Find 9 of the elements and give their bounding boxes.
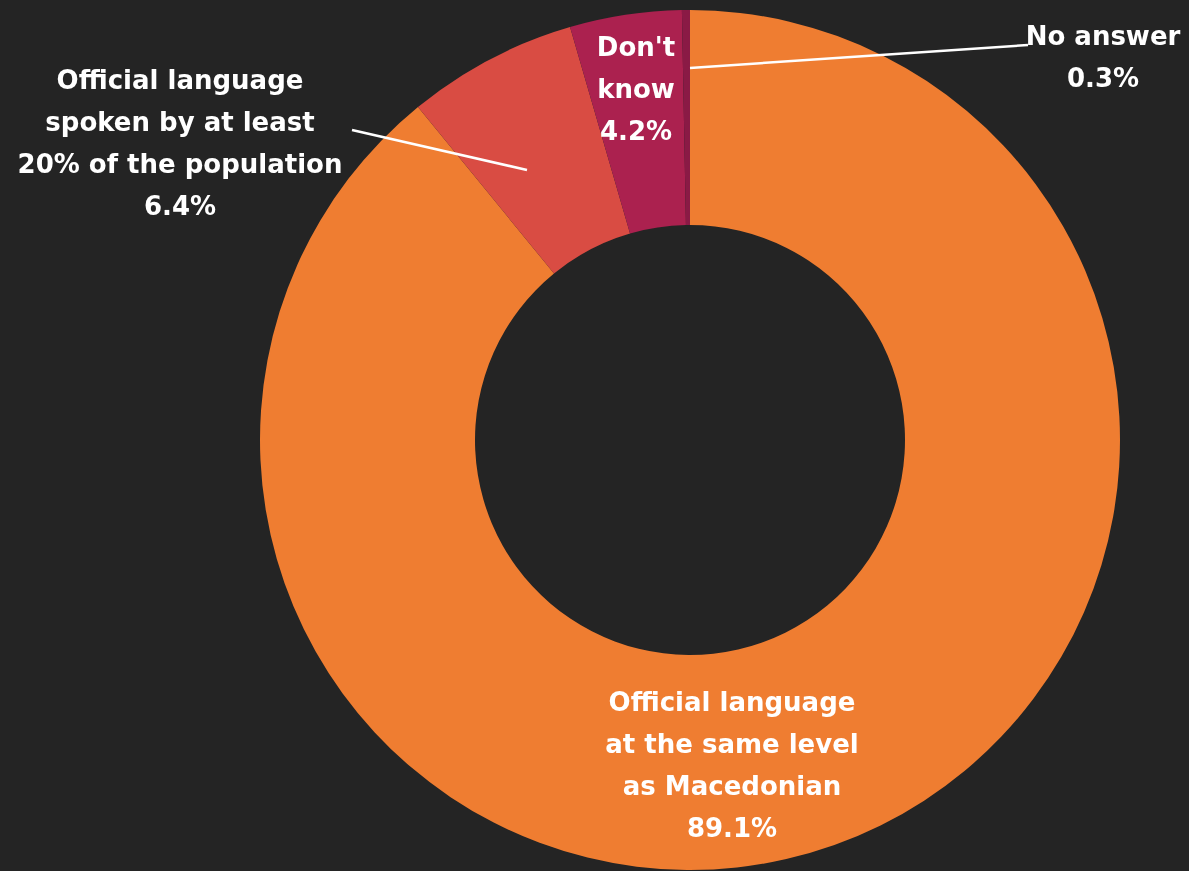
data-label: 4.2% — [599, 116, 673, 146]
data-label: 6.4% — [143, 191, 217, 221]
donut-slice — [681, 10, 690, 226]
data-label: 89.1% — [686, 813, 778, 843]
slice-label: No answer — [1025, 21, 1181, 51]
slice-label: Don't know — [596, 32, 676, 104]
slice-label: Official language spoken by at least 20% of the population — [17, 65, 343, 179]
data-label: 0.3% — [1066, 63, 1140, 93]
slice-label: Official language at the same level as Macedonian — [605, 687, 859, 801]
